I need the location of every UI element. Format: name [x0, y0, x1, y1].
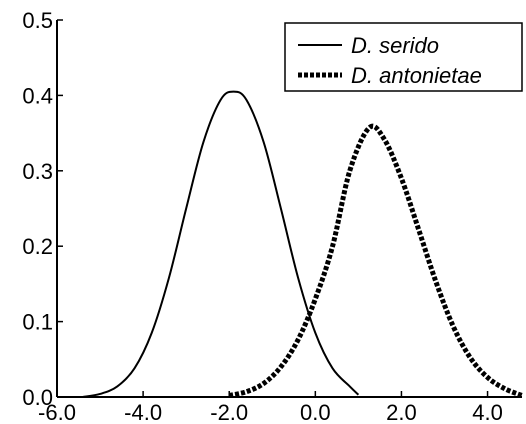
x-tick-label: -4.0 — [124, 400, 162, 424]
legend-label-d-serido: D. serido — [351, 33, 439, 58]
y-tick-label: 0.2 — [22, 234, 53, 259]
axes — [56, 20, 522, 398]
series-line-d-serido — [82, 90, 360, 398]
x-tick-label: 2.0 — [386, 400, 417, 424]
tick-labels: 0.0 0.1 0.2 0.3 0.4 0.5 -6.0 -4.0 -2.0 0.0 2.0 4.0 — [22, 8, 502, 424]
y-tick-label: 0.1 — [22, 310, 53, 335]
legend-label-d-antonietae: D. antonietae — [351, 63, 482, 88]
x-tick-label: 4.0 — [472, 400, 503, 424]
legend-box — [284, 22, 523, 92]
y-tick-label: 0.5 — [22, 8, 53, 33]
x-tick-label: 0.0 — [300, 400, 331, 424]
series-layer — [82, 90, 523, 398]
y-tick-label: 0.3 — [22, 159, 53, 184]
x-tick-label: -6.0 — [38, 400, 76, 424]
legend: D. serido D. antonietae — [284, 22, 523, 92]
x-tick-label: -2.0 — [210, 400, 248, 424]
series-line-d-antonietae — [228, 123, 523, 398]
y-tick-label: 0.4 — [22, 83, 53, 108]
y-tick-label: 0.0 — [22, 385, 53, 410]
